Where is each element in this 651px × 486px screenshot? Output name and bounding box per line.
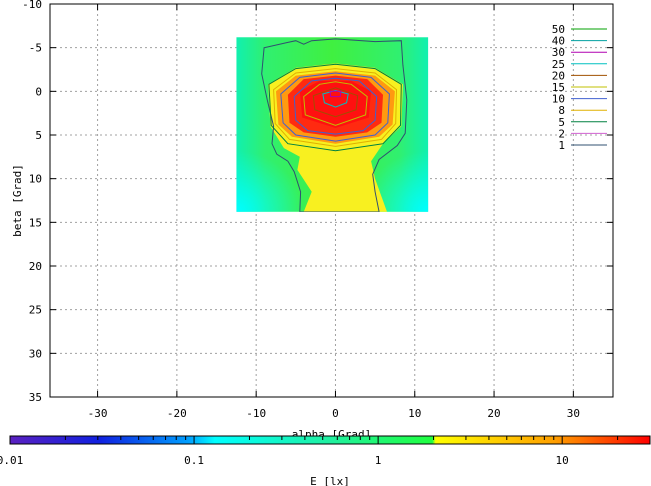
y-tick-label: -10 [22,0,42,11]
contour-line [273,68,398,147]
legend-label: 30 [552,46,565,59]
plot-frame [49,3,614,398]
legend-label: 50 [552,23,565,36]
y-tick-label: 25 [29,304,42,317]
contour-line [303,81,368,126]
y-tick-label: 35 [29,391,42,404]
map-peak-core [299,80,372,128]
legend-label: 5 [558,116,565,129]
legend-label: 2 [558,127,565,140]
contour-line [329,90,342,98]
legend-label: 25 [552,58,565,71]
contour-line [312,87,359,118]
colorbar-label: E [lx] [310,475,350,486]
y-tick-label: 5 [35,129,42,142]
x-tick-label: 0 [332,407,339,420]
colorbar-tick-label: 0.01 [0,454,23,467]
colorbar-tick-label: 1 [375,454,382,467]
contour-line [268,63,402,152]
contour-line [322,89,349,108]
contour-line [293,77,378,135]
x-axis-ticks: -30 -20 -10 0 10 20 30 [88,4,580,420]
y-tick-label: 0 [35,85,42,98]
legend-label: 8 [558,104,565,117]
legend-label: 40 [552,35,565,48]
x-tick-label: 20 [487,407,500,420]
y-tick-label: 15 [29,216,42,229]
colorbar-tick-label: 10 [556,454,569,467]
y-axis-label: beta [Grad] [11,164,24,237]
legend-label: 10 [552,93,565,106]
x-tick-label: -30 [88,407,108,420]
x-tick-label: 10 [408,407,421,420]
y-tick-label: -5 [29,42,42,55]
y-tick-label: 30 [29,347,42,360]
x-tick-label: -10 [246,407,266,420]
colorbar: 0.01 0.1 1 10 [0,435,651,467]
legend-label: 20 [552,69,565,82]
x-tick-label: -20 [167,407,187,420]
legend-label: 1 [558,139,565,152]
x-tick-label: 30 [567,407,580,420]
colorbar-tick-label: 0.1 [184,454,204,467]
y-tick-label: 20 [29,260,42,273]
illuminance-map [236,37,429,212]
legend-label: 15 [552,81,565,94]
contour-line [280,72,390,142]
contour-line [261,38,408,212]
y-tick-label: 10 [29,173,42,186]
